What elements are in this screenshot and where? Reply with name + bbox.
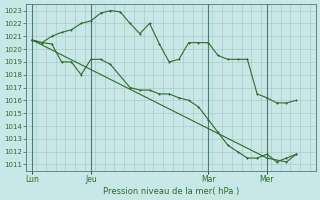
X-axis label: Pression niveau de la mer( hPa ): Pression niveau de la mer( hPa ) [103,187,239,196]
